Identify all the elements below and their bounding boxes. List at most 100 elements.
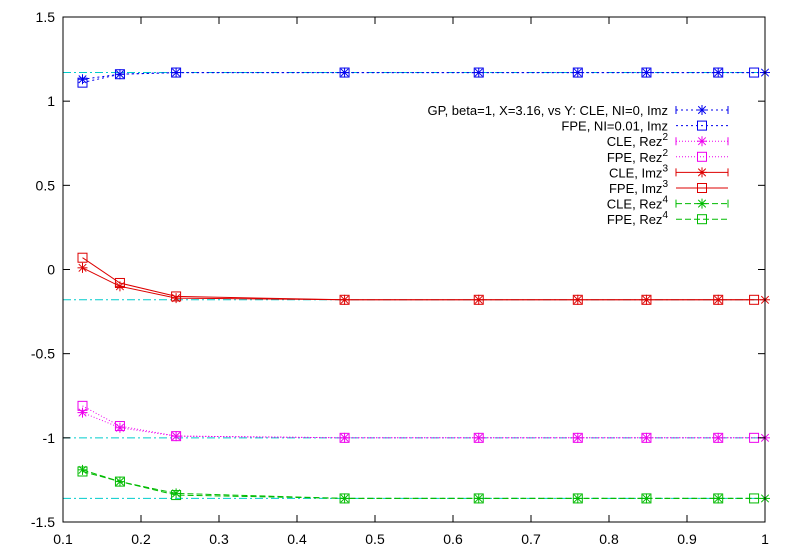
data-point (171, 293, 182, 304)
data-point (749, 294, 760, 305)
legend-marker (697, 151, 707, 162)
x-tick-label: 0.9 (677, 531, 697, 547)
data-point (171, 488, 182, 499)
plot-frame (62, 16, 766, 523)
data-point (77, 464, 88, 475)
data-point (77, 262, 88, 273)
x-tick-label: 0.6 (443, 531, 463, 547)
x-tick-label: 0.5 (365, 531, 385, 547)
data-point (114, 476, 125, 487)
series-1 (77, 67, 760, 88)
series-line (82, 257, 755, 301)
legend-item: FPE, Imz3 (609, 179, 728, 196)
data-point (641, 493, 652, 504)
data-point (171, 431, 182, 442)
data-point (77, 77, 88, 88)
data-point (77, 74, 88, 85)
legend-label: CLE, Imz3 (609, 163, 668, 180)
legend-label: CLE, Rez2 (607, 132, 669, 149)
data-point (641, 432, 652, 443)
data-point (713, 493, 724, 504)
legend-marker (697, 183, 707, 193)
legend-marker (697, 167, 707, 178)
data-point (339, 493, 350, 504)
legend-item: GP, beta=1, X=3.16, vs Y: CLE, NI=0, Imz (427, 103, 729, 118)
legend: GP, beta=1, X=3.16, vs Y: CLE, NI=0, Imz… (427, 103, 729, 227)
data-point (77, 252, 88, 263)
legend-label: FPE, NI=0.01, Imz (561, 119, 668, 134)
series-layer (77, 67, 770, 504)
data-point (572, 432, 583, 443)
series-line (82, 405, 755, 439)
data-point (171, 490, 182, 501)
legend-label: FPE, Rez4 (607, 210, 669, 227)
y-tick-label: 1.5 (36, 9, 56, 25)
data-point (749, 67, 760, 78)
data-point (572, 493, 583, 504)
legend-marker (697, 136, 707, 147)
legend-item: CLE, Rez2 (607, 132, 729, 149)
series-5 (77, 252, 760, 305)
series-line (82, 471, 755, 499)
data-point (171, 291, 182, 302)
data-point (114, 69, 125, 80)
x-tick-label: 0.7 (521, 531, 541, 547)
legend-item: CLE, Imz3 (609, 163, 729, 180)
data-point (473, 493, 484, 504)
data-point (473, 432, 484, 443)
data-point (339, 67, 350, 78)
data-point (114, 422, 125, 433)
data-point (171, 67, 182, 78)
y-tick-label: -1.5 (31, 514, 55, 530)
legend-label: FPE, Imz3 (609, 179, 668, 196)
x-tick-label: 0.3 (209, 531, 229, 547)
x-tick-label: 0.4 (287, 531, 307, 547)
data-point (339, 294, 350, 305)
series-line (82, 469, 765, 499)
data-point (339, 432, 350, 443)
data-point (77, 400, 88, 411)
data-point (641, 432, 652, 443)
series-6 (77, 464, 770, 504)
series-line (82, 412, 765, 439)
data-point (713, 432, 724, 443)
series-line (82, 72, 755, 84)
data-point (749, 493, 760, 504)
legend-marker (697, 214, 707, 225)
legend-label: CLE, Rez4 (607, 195, 669, 212)
x-axis: 0.1 0.2 0.3 0.4 0.5 0.6 0.7 0.8 0.9 1 (53, 17, 769, 547)
legend-label: FPE, Rez2 (607, 148, 669, 165)
data-point (713, 67, 724, 78)
y-tick-label: -0.5 (31, 346, 55, 362)
series-7 (77, 466, 760, 504)
legend-label: GP, beta=1, X=3.16, vs Y: CLE, NI=0, Imz (427, 103, 668, 118)
legend-item: FPE, Rez2 (607, 148, 728, 165)
legend-marker (697, 105, 707, 115)
series-0 (77, 67, 770, 85)
y-tick-label: 1 (47, 93, 55, 109)
x-tick-label: 0.2 (131, 531, 151, 547)
data-point (114, 69, 125, 80)
data-point (77, 407, 88, 418)
legend-item: CLE, Rez4 (607, 195, 729, 212)
data-point (77, 466, 88, 477)
data-point (572, 294, 583, 305)
x-tick-label: 0.8 (599, 531, 619, 547)
y-tick-label: -1 (43, 430, 56, 446)
x-tick-label: 0.1 (53, 531, 73, 547)
legend-marker (697, 120, 707, 131)
y-tick-label: 0 (47, 262, 55, 278)
data-point (114, 421, 125, 432)
data-point (114, 277, 125, 288)
data-point (713, 294, 724, 305)
series-line (82, 267, 765, 301)
legend-item: FPE, Rez4 (607, 210, 728, 227)
data-point (572, 67, 583, 78)
data-point (641, 67, 652, 78)
data-point (473, 67, 484, 78)
x-tick-label: 1 (761, 531, 769, 547)
y-axis: -1.5 -1 -0.5 0 0.5 1 1.5 (31, 9, 765, 530)
series-4 (77, 262, 770, 305)
series-line (82, 72, 765, 80)
